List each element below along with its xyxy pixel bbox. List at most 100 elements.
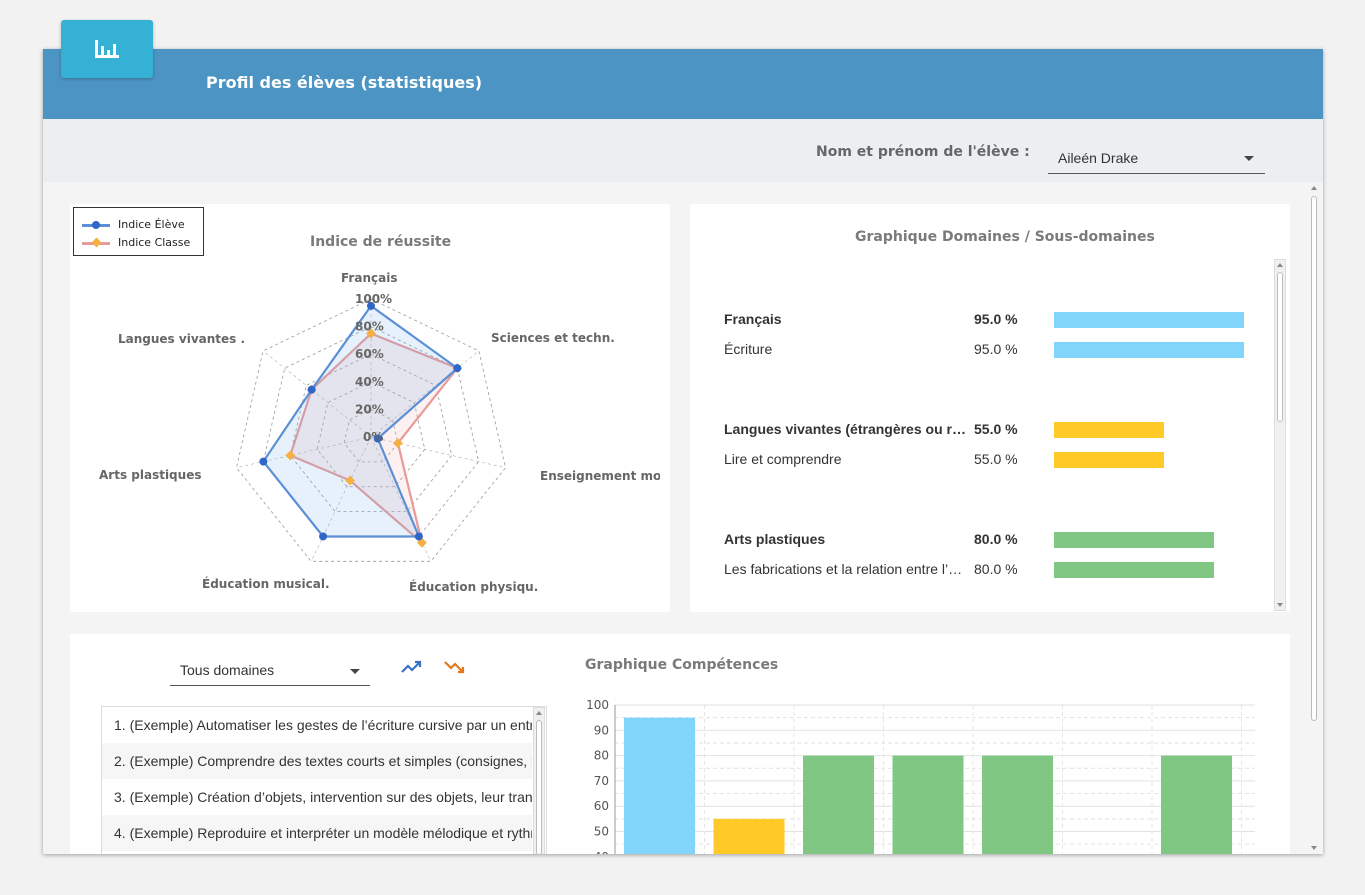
- competences-scrollbar[interactable]: [533, 707, 545, 854]
- list-item[interactable]: 3. (Exemple) Création d’objets, interven…: [114, 789, 532, 805]
- chevron-down-icon: [350, 669, 360, 674]
- domain-percent: 80.0 %: [974, 531, 1018, 547]
- domain-bar: [1054, 342, 1244, 358]
- scroll-down-icon[interactable]: [1311, 846, 1317, 850]
- radar-point[interactable]: [307, 385, 316, 394]
- radar-point[interactable]: [453, 364, 462, 373]
- radar-card: Indice Élève Indice Classe Indice de réu…: [70, 204, 670, 612]
- header-bar: Profil des élèves (statistiques): [43, 49, 1323, 119]
- scroll-thumb[interactable]: [536, 720, 542, 854]
- scroll-thumb[interactable]: [1311, 196, 1317, 721]
- radar-tick-label: 20%: [355, 402, 384, 416]
- student-label: Nom et prénom de l'élève :: [816, 144, 1030, 160]
- radar-axis-label: Éducation musical.: [202, 576, 330, 591]
- radar-axis-label: Langues vivantes .: [118, 332, 245, 346]
- domain-percent: 80.0 %: [974, 561, 1018, 577]
- radar-tick-label: 0%: [363, 430, 383, 444]
- radar-grid-ring: [316, 381, 426, 488]
- chevron-down-icon: [1244, 156, 1254, 161]
- y-tick-label: 100: [586, 698, 609, 712]
- radar-axis-label: Enseignement mo: [540, 469, 661, 483]
- competences-title: Graphique Compétences: [585, 657, 779, 673]
- student-filter-bar: Nom et prénom de l'élève : Aileén Drake: [43, 119, 1323, 182]
- domain-row: Français 95.0 %: [724, 311, 1254, 331]
- domain-row: Lire et comprendre 55.0 %: [724, 451, 1254, 471]
- radar-axis-label: Éducation physiqu.: [409, 579, 538, 594]
- radar-axis-label: Français: [341, 271, 397, 285]
- domain-name: Écriture: [724, 341, 773, 357]
- domain-bar: [1054, 452, 1164, 468]
- domain-filter-select[interactable]: Tous domaines: [170, 656, 370, 686]
- competences-list: 1. (Exemple) Automatiser les gestes de l…: [101, 706, 547, 854]
- competence-bar[interactable]: [713, 818, 785, 854]
- domain-name: Langues vivantes (étrangères ou régional…: [724, 421, 969, 437]
- radar-title: Indice de réussite: [310, 234, 452, 250]
- legend-label: Indice Élève: [118, 218, 185, 231]
- radar-point[interactable]: [259, 457, 268, 466]
- domain-name: Les fabrications et la relation entre l’…: [724, 561, 969, 577]
- domain-percent: 55.0 %: [974, 421, 1018, 437]
- radar-grid-ring: [236, 298, 506, 562]
- scroll-up-icon[interactable]: [1311, 186, 1317, 190]
- domain-row: Les fabrications et la relation entre l’…: [724, 561, 1254, 581]
- trending-up-icon: [401, 660, 422, 673]
- radar-point[interactable]: [373, 434, 382, 443]
- domains-title: Graphique Domaines / Sous-domaines: [855, 229, 1155, 245]
- y-tick-label: 50: [594, 825, 609, 839]
- domain-bar: [1054, 422, 1164, 438]
- radar-axis-line: [310, 436, 372, 562]
- radar-legend: Indice Élève Indice Classe: [73, 207, 204, 256]
- radar-tick-label: 100%: [355, 292, 392, 306]
- competence-bar[interactable]: [803, 755, 874, 854]
- competences-bar-chart: 100 90 80 70 60 50 40: [586, 698, 1255, 854]
- y-tick-label: 90: [594, 723, 609, 737]
- dashboard-content: Indice Élève Indice Classe Indice de réu…: [43, 182, 1323, 854]
- list-item[interactable]: 1. (Exemple) Automatiser les gestes de l…: [114, 717, 532, 733]
- scroll-thumb[interactable]: [1277, 272, 1283, 422]
- y-tick-label: 60: [594, 799, 609, 813]
- domain-bar: [1054, 532, 1214, 548]
- main-window: Profil des élèves (statistiques) Nom et …: [43, 49, 1323, 854]
- page-title: Profil des élèves (statistiques): [206, 73, 483, 92]
- radar-point[interactable]: [367, 301, 375, 310]
- bar-chart-icon: [95, 40, 119, 58]
- domain-row: Langues vivantes (étrangères ou régional…: [724, 421, 1254, 441]
- domain-percent: 95.0 %: [974, 311, 1018, 327]
- radar-tick-label: 60%: [355, 347, 384, 361]
- radar-point[interactable]: [285, 450, 296, 461]
- domain-bar: [1054, 312, 1244, 328]
- competence-bar[interactable]: [1161, 755, 1232, 854]
- competence-bar[interactable]: [892, 755, 964, 854]
- scroll-down-icon[interactable]: [1277, 603, 1283, 607]
- domain-name: Lire et comprendre: [724, 451, 842, 467]
- list-item[interactable]: 2. (Exemple) Comprendre des textes court…: [102, 743, 532, 779]
- y-tick-label: 70: [594, 774, 609, 788]
- legend-label: Indice Classe: [118, 236, 191, 249]
- competences-card: Tous domaines 1. (Exemple) Automatiser l…: [70, 634, 1290, 854]
- radar-point[interactable]: [414, 532, 423, 541]
- domain-name: Français: [724, 311, 782, 327]
- student-select[interactable]: Aileén Drake: [1048, 142, 1265, 174]
- radar-point[interactable]: [345, 475, 355, 486]
- list-item[interactable]: 4. (Exemple) Reproduire et interpréter u…: [102, 815, 532, 851]
- domains-scrollbar[interactable]: [1274, 259, 1286, 611]
- radar-point[interactable]: [319, 532, 328, 541]
- domain-percent: 55.0 %: [974, 451, 1018, 467]
- competence-bar[interactable]: [982, 755, 1053, 854]
- trending-down-button[interactable]: [443, 656, 469, 678]
- domains-card: Graphique Domaines / Sous-domaines Franç…: [690, 204, 1290, 612]
- scroll-up-icon[interactable]: [1277, 263, 1283, 267]
- domain-row: Arts plastiques 80.0 %: [724, 531, 1254, 551]
- radar-tick-label: 80%: [355, 320, 384, 334]
- radar-chart: 0% 20% 40% 60% 80% 100% Français Sciences et te…: [99, 204, 670, 612]
- domain-percent: 95.0 %: [974, 341, 1018, 357]
- page-scrollbar[interactable]: [1309, 182, 1321, 854]
- competence-bar[interactable]: [624, 717, 695, 854]
- app-logo: [61, 20, 153, 78]
- domain-bar: [1054, 562, 1214, 578]
- y-tick-label: 80: [594, 749, 609, 763]
- radar-grid-ring: [343, 408, 399, 463]
- radar-grid-ring: [262, 326, 480, 537]
- scroll-up-icon[interactable]: [536, 711, 542, 715]
- trending-up-button[interactable]: [400, 656, 426, 678]
